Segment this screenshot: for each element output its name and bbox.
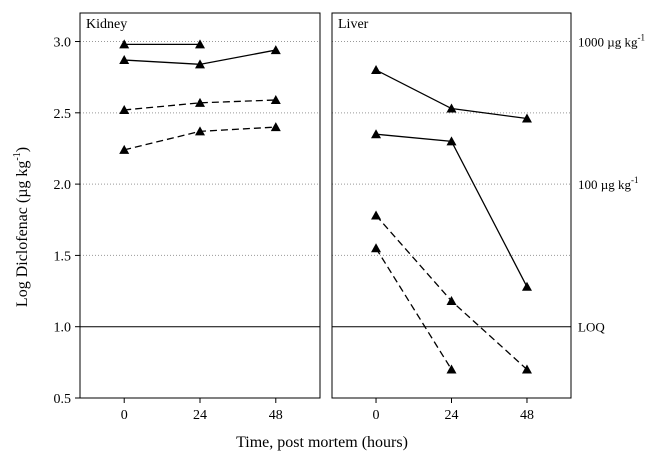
kidney-panel-frame	[79, 12, 321, 399]
data-point-triangle	[119, 144, 130, 154]
data-point-triangle	[521, 364, 532, 374]
y-tick-label: 2.5	[54, 107, 72, 122]
liver-x-axis-ticks: 0 24 48	[373, 398, 534, 423]
data-point-triangle	[270, 45, 281, 55]
liver-series-group	[371, 65, 532, 374]
reference-label: LOQ	[578, 320, 605, 335]
data-point-triangle	[270, 94, 281, 104]
data-point-triangle	[521, 281, 532, 291]
data-point-triangle	[270, 122, 281, 132]
y-tick-label: 2.0	[54, 178, 72, 193]
data-point-triangle	[119, 39, 130, 49]
data-point-triangle	[446, 296, 457, 306]
series-line	[375, 247, 453, 370]
reference-label: 100 µg kg-1	[578, 175, 639, 192]
data-point-triangle	[371, 129, 382, 139]
y-axis-ticks: 0.5 1.0 1.5 2.0 2.5 3.0	[54, 36, 80, 407]
data-point-triangle	[195, 59, 205, 69]
x-tick-label: 0	[373, 408, 380, 423]
kidney-panel-title: Kidney	[86, 17, 127, 32]
x-tick-label: 24	[445, 408, 459, 423]
liver-panel-title: Liver	[338, 17, 369, 32]
data-point-triangle	[195, 126, 205, 136]
y-tick-label: 0.5	[54, 392, 72, 407]
data-point-triangle	[119, 55, 130, 65]
data-point-triangle	[119, 104, 130, 114]
kidney-panel: Kidney 0.5 1.0 1.5 2.0 2.5 3.0 0 24 48	[54, 12, 321, 423]
x-axis-label: Time, post mortem (hours)	[236, 434, 408, 451]
x-tick-label: 48	[520, 408, 534, 423]
kidney-x-axis-ticks: 0 24 48	[121, 398, 283, 423]
reference-label: 1000 µg kg-1	[578, 33, 645, 50]
data-point-triangle	[446, 136, 457, 146]
y-tick-label: 3.0	[54, 36, 72, 51]
data-point-triangle	[371, 210, 382, 220]
kidney-grid	[80, 41, 320, 256]
data-point-triangle	[446, 364, 457, 374]
reference-labels: 1000 µg kg-1 100 µg kg-1 LOQ	[578, 33, 645, 335]
y-tick-label: 1.0	[54, 321, 72, 336]
liver-panel: Liver 0 24 48	[331, 12, 572, 423]
data-point-triangle	[371, 65, 382, 75]
x-tick-label: 24	[193, 408, 207, 423]
kidney-series-group	[119, 39, 281, 154]
data-point-triangle	[371, 243, 382, 253]
x-tick-label: 48	[269, 408, 283, 423]
data-point-triangle	[521, 113, 532, 123]
series-line	[375, 133, 528, 288]
y-tick-label: 1.5	[54, 249, 72, 264]
y-axis-label: Log Diclofenac (µg kg-1)	[12, 147, 31, 307]
liver-panel-frame	[331, 12, 572, 399]
x-tick-label: 0	[121, 408, 128, 423]
data-point-triangle	[195, 97, 205, 107]
series-line	[375, 215, 528, 370]
data-point-triangle	[195, 39, 205, 49]
data-point-triangle	[446, 103, 457, 113]
series-line	[124, 99, 276, 111]
liver-grid	[332, 41, 571, 256]
